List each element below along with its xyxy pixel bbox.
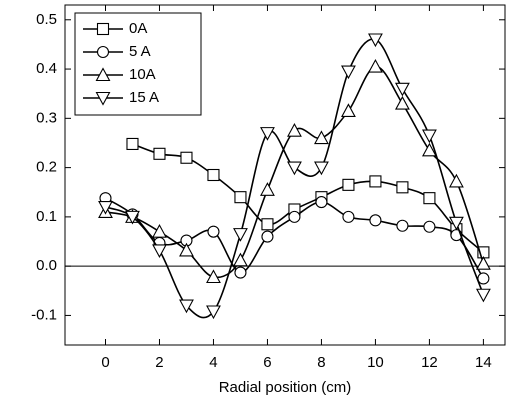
data-point (314, 161, 329, 176)
data-point (368, 33, 383, 48)
data-point (287, 161, 302, 176)
data-point (207, 225, 220, 238)
x-tick-label: 8 (317, 354, 325, 371)
data-point (423, 192, 436, 205)
data-point (260, 127, 275, 141)
data-point (287, 122, 302, 137)
data-point (288, 210, 301, 223)
y-tick-label: 0.0 (36, 257, 57, 274)
data-point (394, 95, 410, 110)
y-tick-label: 0.4 (36, 60, 57, 77)
x-tick-label: 6 (263, 354, 271, 371)
legend-marker (96, 45, 110, 59)
data-point (98, 200, 113, 215)
data-point (477, 272, 490, 285)
data-point (475, 288, 491, 303)
data-point (396, 181, 409, 194)
data-point (421, 142, 437, 157)
y-tick-label: 0.2 (36, 159, 57, 176)
data-point (341, 65, 356, 80)
x-tick-label: 10 (367, 354, 384, 371)
x-tick-label: 2 (155, 354, 163, 371)
legend-marker (95, 67, 111, 82)
data-point (152, 244, 167, 259)
y-tick-label: -0.1 (31, 306, 57, 323)
data-point (152, 224, 167, 238)
data-point (368, 58, 383, 73)
x-tick-label: 0 (101, 354, 109, 371)
data-point (421, 129, 437, 144)
data-point (369, 175, 382, 188)
x-tick-label: 14 (475, 354, 492, 371)
x-tick-label: 4 (209, 354, 217, 371)
data-point (314, 130, 329, 145)
y-tick-label: 0.5 (36, 11, 57, 28)
data-point (369, 214, 382, 227)
data-point (261, 230, 274, 243)
data-point (448, 173, 464, 188)
data-point (342, 210, 355, 223)
data-point (260, 182, 275, 196)
data-point (315, 196, 328, 209)
x-axis-label: Radial position (cm) (219, 379, 352, 396)
data-point (475, 256, 491, 270)
data-point (396, 219, 409, 232)
data-point (341, 103, 356, 117)
x-tick-label: 12 (421, 354, 438, 371)
data-point (179, 299, 194, 314)
data-point (180, 151, 193, 164)
legend-label: 15 A (129, 89, 159, 106)
data-point (125, 210, 140, 225)
legend-marker (95, 91, 111, 106)
data-point (423, 220, 436, 233)
data-point (233, 252, 248, 267)
data-point (126, 137, 139, 151)
legend: 0A 5 A 10A 15 A (74, 12, 202, 116)
data-point (153, 147, 166, 160)
data-point (234, 266, 247, 279)
legend-label: 0A (129, 20, 147, 37)
data-point (206, 305, 221, 320)
data-point (234, 191, 247, 204)
data-point (207, 168, 220, 182)
data-point (179, 242, 194, 257)
legend-label: 10A (129, 66, 156, 83)
legend-marker (96, 22, 110, 36)
data-point (448, 216, 464, 231)
data-point (261, 218, 274, 231)
y-tick-label: 0.1 (36, 208, 57, 225)
data-point (342, 178, 355, 191)
y-tick-label: 0.3 (36, 109, 57, 126)
data-point (233, 228, 248, 242)
data-point (394, 82, 410, 97)
plot-frame (64, 4, 506, 346)
legend-label: 5 A (129, 43, 151, 60)
data-point (206, 269, 221, 284)
